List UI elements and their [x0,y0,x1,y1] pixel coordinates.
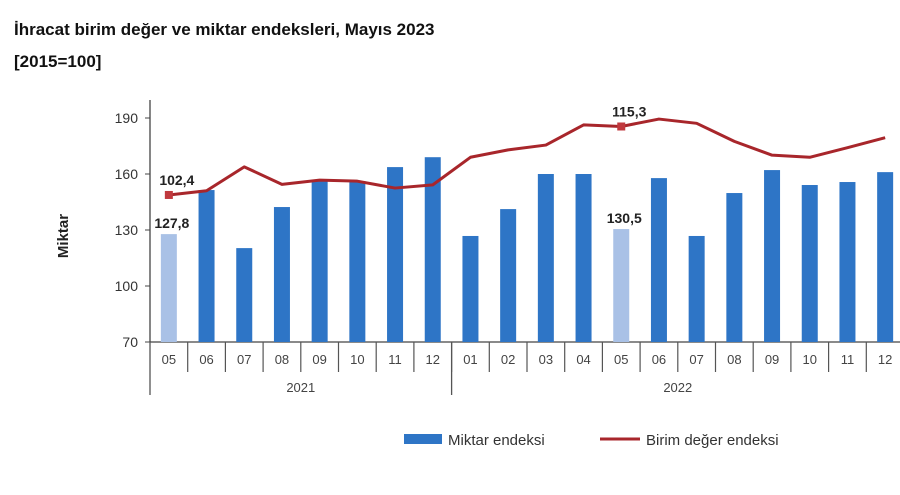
y-tick-label: 190 [115,110,139,126]
bar-miktar [311,179,328,342]
x-tick-label: 03 [539,352,553,367]
x-tick-label: 04 [576,352,590,367]
bar-miktar [726,193,743,342]
bar-miktar [613,229,630,342]
bar-miktar [236,248,253,342]
data-label: 127,8 [154,215,189,231]
bar-miktar [349,181,366,342]
bar-miktar [537,174,554,342]
x-tick-label: 02 [501,352,515,367]
x-tick-label: 09 [765,352,779,367]
legend-swatch-miktar [404,434,442,444]
y-tick-label: 100 [115,278,139,294]
bar-miktar [387,167,404,342]
x-tick-label: 05 [614,352,628,367]
x-tick-label: 10 [350,352,364,367]
x-tick-label: 10 [803,352,817,367]
chart-subtitle: [2015=100] [14,52,102,71]
bar-miktar [424,157,441,342]
x-tick-label: 12 [878,352,892,367]
bar-miktar [273,207,290,342]
data-label: 130,5 [607,210,642,226]
x-tick-label: 06 [199,352,213,367]
y-tick-label: 160 [115,166,139,182]
legend-label-birim-deger: Birim değer endeksi [646,432,779,449]
bar-miktar [688,235,705,342]
bar-miktar [650,178,667,342]
legend: Miktar endeksi Birim değer endeksi [404,432,779,449]
bar-miktar [462,235,479,342]
x-tick-label: 07 [237,352,251,367]
x-tick-label: 07 [689,352,703,367]
x-tick-label: 11 [841,352,855,367]
x-tick-label: 09 [312,352,326,367]
y-tick-label: 130 [115,222,139,238]
bar-miktar [877,172,894,342]
year-label: 2022 [663,380,692,395]
line-marker [164,190,173,199]
y-axis-label: Miktar [55,214,72,258]
x-tick-label: 08 [275,352,289,367]
bar-miktar [500,209,517,342]
bar-miktar [764,170,781,342]
x-tick-label: 08 [727,352,741,367]
bar-miktar [839,182,856,342]
x-tick-label: 06 [652,352,666,367]
bar-miktar [801,185,818,342]
x-tick-label: 01 [463,352,477,367]
data-label: 102,4 [159,172,194,188]
x-tick-label: 12 [426,352,440,367]
data-label: 115,3 [612,103,646,119]
bar-miktar [575,174,592,342]
legend-label-miktar: Miktar endeksi [448,432,545,449]
line-marker [617,122,626,131]
bar-miktar [198,190,215,342]
year-label: 2021 [286,380,315,395]
chart-title: İhracat birim değer ve miktar endeksleri… [14,20,435,39]
x-tick-label: 05 [162,352,176,367]
x-tick-label: 11 [388,352,402,367]
line-birim-deger [168,117,886,197]
y-tick-label: 70 [122,334,138,350]
bar-miktar [160,234,177,342]
